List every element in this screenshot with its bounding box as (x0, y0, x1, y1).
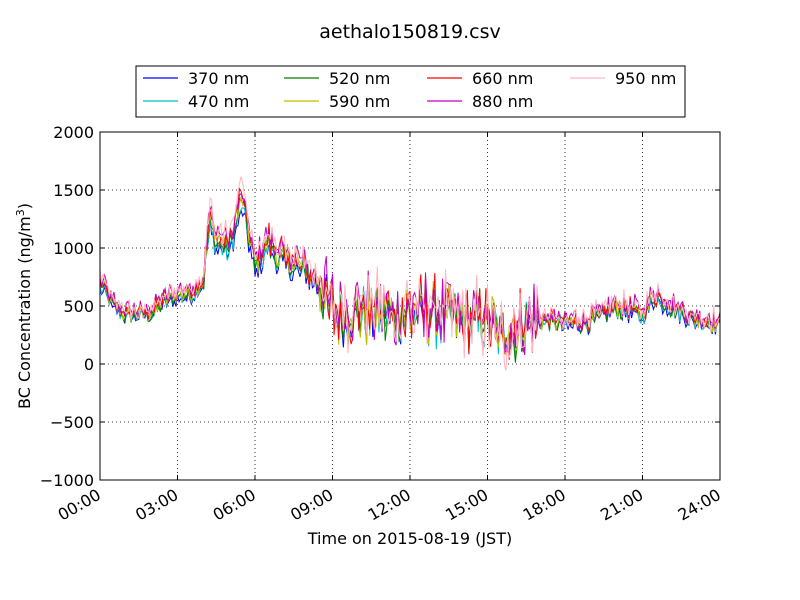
y-tick-label: 2000 (53, 123, 94, 142)
y-tick-label: 1500 (53, 181, 94, 200)
y-axis-label-close: ) (15, 203, 34, 209)
legend-label: 370 nm (188, 69, 249, 88)
y-tick-label: 0 (84, 355, 94, 374)
legend-box (135, 65, 686, 118)
legend-label: 590 nm (329, 92, 390, 111)
legend: 370 nm 470 nm 520 nm 590 nm 660 nm 880 nm 950 … (135, 65, 686, 118)
chart-title: aethalo150819.csv (319, 21, 501, 43)
y-tick-label: −500 (50, 413, 94, 432)
y-axis-label-superscript: 3 (14, 209, 27, 216)
legend-label: 880 nm (472, 92, 533, 111)
x-axis-label: Time on 2015-08-19 (JST) (307, 529, 512, 548)
series-line-590-nm (100, 196, 720, 355)
legend-label: 520 nm (329, 69, 390, 88)
series-layer (100, 176, 720, 371)
y-axis-label: BC Concentration (ng/m3) (14, 203, 34, 409)
y-tick-label: −1000 (40, 471, 94, 490)
legend-label: 950 nm (615, 69, 676, 88)
plot-area (100, 176, 720, 371)
y-tick-label: 1000 (53, 239, 94, 258)
legend-label: 660 nm (472, 69, 533, 88)
y-axis-label-main: BC Concentration (ng/m (15, 216, 34, 409)
legend-label: 470 nm (188, 92, 249, 111)
y-tick-label: 500 (63, 297, 94, 316)
series-line-950-nm (100, 176, 720, 371)
